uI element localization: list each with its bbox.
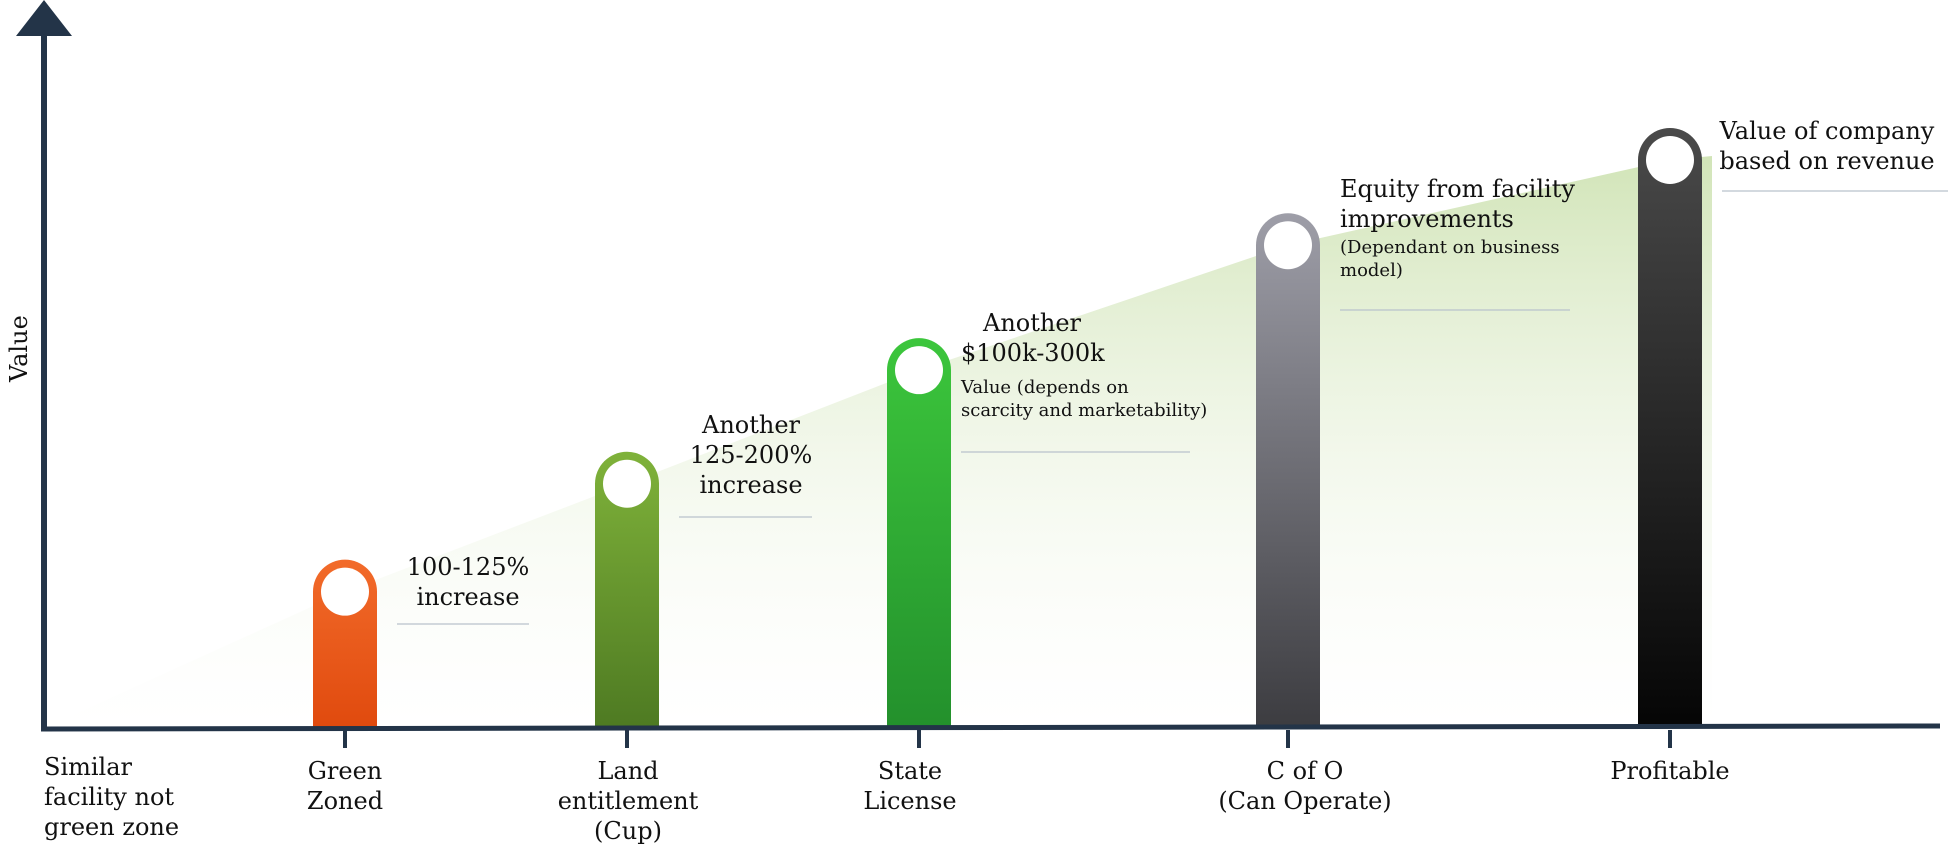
marker-state-license [895, 346, 943, 395]
marker-profitable [1646, 136, 1694, 184]
marker-land-entitlement [603, 459, 651, 508]
x-label-c-of-o: C of O (Can Operate) [1218, 757, 1392, 815]
annotation-state-license-note: Value (depends on scarcity and marketabil… [961, 377, 1208, 422]
x-axis-line [40, 723, 1941, 732]
y-axis-label: Value [5, 315, 33, 382]
bar-land-entitlement [595, 451, 659, 728]
annotation-profitable: Value of company based on revenue [1719, 117, 1935, 175]
annotation-land-entitlement: Another 125-200% increase [689, 411, 813, 499]
x-label-state-license: State License [863, 757, 957, 815]
annotation-c-of-o-note: (Dependant on business model) [1340, 237, 1560, 282]
annotation-state-license-title: Another $100k-300k [961, 309, 1105, 367]
x-label-land-entitlement: Land entitlement (Cup) [557, 757, 699, 845]
baseline-label: Similar facility not green zone [44, 753, 180, 841]
y-axis-arrowhead [16, 0, 72, 36]
x-label-profitable: Profitable [1610, 757, 1730, 785]
annotation-green-zoned: 100-125% increase [406, 553, 530, 611]
bar-profitable [1638, 128, 1702, 728]
marker-green-zoned [321, 567, 369, 616]
x-label-green-zoned: Green Zoned [306, 757, 384, 815]
annotation-c-of-o-title: Equity from facility improvements [1340, 175, 1575, 233]
bar-state-license [887, 338, 951, 728]
marker-c-of-o [1264, 221, 1312, 270]
bar-c-of-o [1256, 213, 1320, 728]
